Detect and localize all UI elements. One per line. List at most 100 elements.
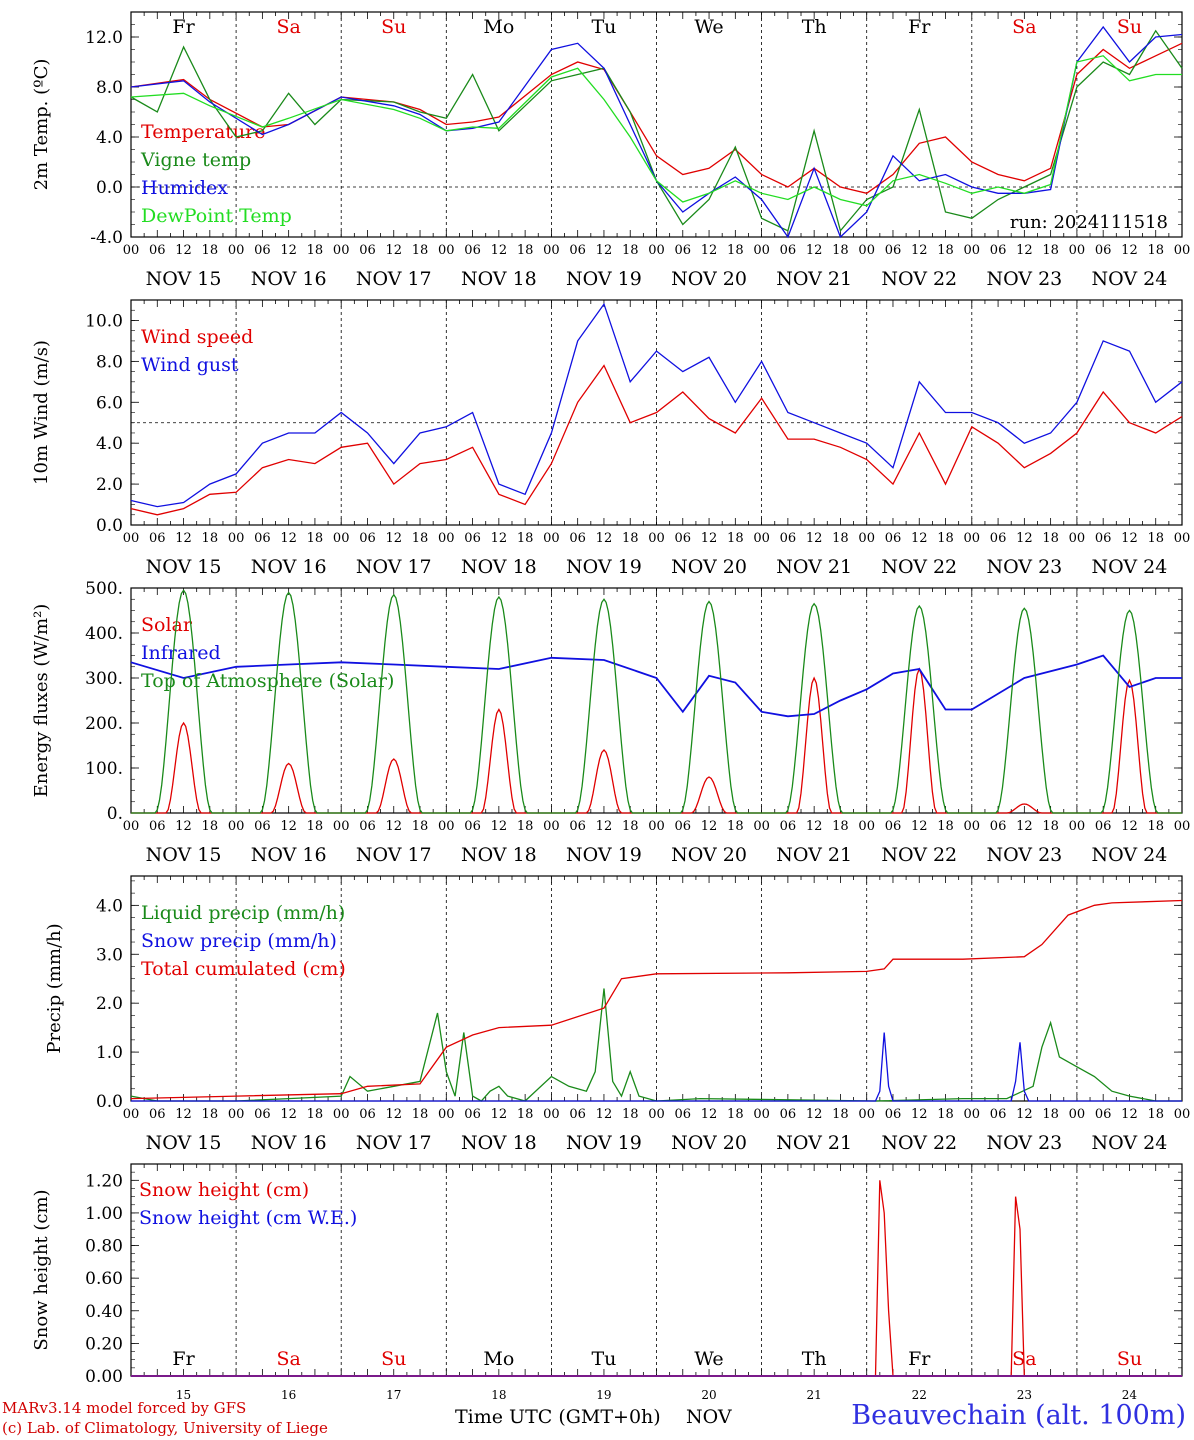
hour-tick-label: 00 [1174,819,1191,834]
date-label: NOV 21 [776,556,852,578]
hour-tick-label: 18 [727,531,744,546]
hour-tick-label: 12 [911,243,928,258]
hour-tick-label: 18 [1147,1107,1164,1122]
date-label: NOV 17 [356,268,432,290]
hour-tick-label: 12 [175,1107,192,1122]
legend-label: Liquid precip (mm/h) [141,902,345,924]
month-label: NOV [686,1406,732,1428]
legend-label: Vigne temp [140,149,251,171]
hour-tick-label: 00 [228,531,245,546]
y-tick-label: 4.0 [96,896,123,916]
date-label: NOV 17 [356,1132,432,1154]
station-name: Beauvechain (alt. 100m) [851,1400,1186,1431]
hour-tick-label: 06 [780,531,797,546]
hour-tick-label: 00 [123,243,140,258]
hour-tick-label: 00 [333,243,350,258]
bottom-date-label: 21 [807,1388,822,1402]
date-label: NOV 20 [671,268,747,290]
hour-tick-label: 12 [911,1107,928,1122]
y-tick-label: 400. [85,624,123,644]
weekday-label: Sa [1012,1348,1036,1370]
date-label: NOV 23 [986,844,1062,866]
hour-tick-label: 00 [123,531,140,546]
hour-tick-label: 12 [280,1107,297,1122]
legend-label: Snow height (cm W.E.) [139,1207,357,1229]
y-tick-label: 0.0 [96,516,123,536]
date-label: NOV 20 [671,1132,747,1154]
hour-tick-label: 00 [858,819,875,834]
y-tick-label: 0.00 [85,1367,123,1387]
hour-tick-label: 06 [464,243,481,258]
hour-tick-label: 12 [175,531,192,546]
weekday-label: Su [381,1348,406,1370]
hour-tick-label: 06 [675,819,692,834]
hour-tick-label: 18 [727,819,744,834]
y-tick-label: 2.0 [96,994,123,1014]
hour-tick-label: 00 [1069,1107,1086,1122]
y-tick-label: 0. [107,804,123,824]
y-tick-label: 0.0 [96,1092,123,1112]
hour-tick-label: 00 [964,1107,981,1122]
legend-label: Wind gust [141,354,239,376]
hour-tick-label: 18 [1042,1107,1059,1122]
hour-tick-label: 18 [307,531,324,546]
y-tick-label: 1.00 [85,1204,123,1224]
date-label: NOV 19 [566,844,642,866]
y-tick-label: 0.60 [85,1269,123,1289]
hour-tick-label: 06 [885,819,902,834]
weekday-label: Fr [172,16,195,38]
hour-tick-label: 18 [832,1107,849,1122]
hour-tick-label: 18 [412,1107,429,1122]
hour-tick-label: 18 [1042,819,1059,834]
date-label: NOV 24 [1092,556,1168,578]
hour-tick-label: 12 [491,819,508,834]
hour-tick-label: 00 [1174,1107,1191,1122]
series-line [130,302,1183,508]
hour-tick-label: 00 [1174,531,1191,546]
date-label: NOV 15 [146,268,222,290]
hour-tick-label: 18 [202,1107,219,1122]
run-label: run: 2024111518 [1010,212,1168,233]
weekday-label: Th [802,1348,827,1370]
series-line [130,654,1182,718]
legend-label: Snow precip (mm/h) [141,930,337,952]
hour-tick-label: 06 [885,531,902,546]
hour-tick-label: 12 [491,531,508,546]
hour-tick-label: 00 [858,1107,875,1122]
hour-tick-label: 12 [1121,1107,1138,1122]
date-label: NOV 15 [146,556,222,578]
hour-tick-label: 00 [333,1107,350,1122]
credit-lab: (c) Lab. of Climatology, University of L… [2,1419,328,1437]
date-label: NOV 18 [461,1132,537,1154]
y-tick-label: 300. [85,669,123,689]
hour-tick-label: 06 [149,819,166,834]
hour-tick-label: 18 [307,1107,324,1122]
date-label: NOV 16 [251,268,327,290]
hour-tick-label: 12 [701,243,718,258]
hour-tick-label: 12 [385,531,402,546]
hour-tick-label: 00 [964,531,981,546]
hour-tick-label: 06 [569,531,586,546]
hour-tick-label: 00 [1069,819,1086,834]
hour-tick-label: 18 [937,243,954,258]
hour-tick-label: 12 [491,243,508,258]
hour-tick-label: 18 [937,531,954,546]
bottom-date-label: 19 [596,1388,611,1402]
hour-tick-label: 18 [727,243,744,258]
y-tick-label: 0.0 [96,178,123,198]
hour-tick-label: 00 [228,1107,245,1122]
hour-tick-label: 18 [1042,243,1059,258]
weekday-label: We [694,16,723,38]
series-line [131,589,1182,814]
hour-tick-label: 12 [596,531,613,546]
date-label: NOV 16 [251,1132,327,1154]
y-tick-label: 2.0 [96,475,123,495]
bottom-date-label: 24 [1122,1388,1138,1402]
date-label: NOV 17 [356,844,432,866]
series-line [130,25,1183,239]
y-axis-label: Precip (mm/h) [44,923,65,1053]
hour-tick-label: 12 [911,819,928,834]
y-tick-label: 6.0 [96,393,123,413]
hour-tick-label: 06 [1095,531,1112,546]
hour-tick-label: 06 [359,243,376,258]
